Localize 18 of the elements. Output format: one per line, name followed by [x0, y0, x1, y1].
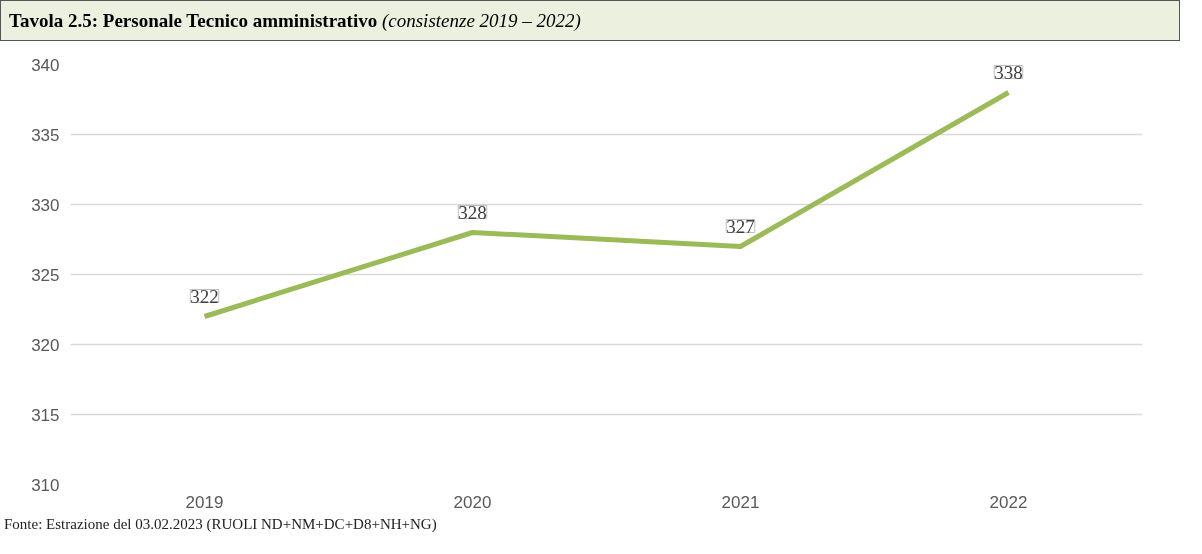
chart-title: Tavola 2.5: Personale Tecnico amministrativo — [9, 10, 378, 31]
x-tick-label: 2022 — [989, 492, 1028, 512]
data-label: 322 — [190, 285, 219, 307]
y-tick-label: 340 — [31, 55, 60, 75]
data-label: 327 — [726, 215, 755, 237]
data-label: 328 — [458, 201, 487, 223]
x-tick-label: 2021 — [721, 492, 760, 512]
y-tick-label: 330 — [31, 195, 60, 215]
chart-subtitle: (consistenze 2019 – 2022) — [381, 10, 581, 31]
y-tick-label: 335 — [31, 125, 60, 145]
x-tick-label: 2020 — [453, 492, 492, 512]
y-tick-label: 320 — [31, 335, 60, 355]
source-note: Fonte: Estrazione del 03.02.2023 (RUOLI ND+NM+DC+D8+NH+NG) — [4, 516, 437, 532]
y-tick-label: 315 — [31, 405, 60, 425]
x-tick-label: 2019 — [185, 492, 224, 512]
data-label: 338 — [994, 61, 1023, 83]
y-tick-label: 325 — [31, 265, 60, 285]
y-tick-label: 310 — [31, 475, 60, 495]
